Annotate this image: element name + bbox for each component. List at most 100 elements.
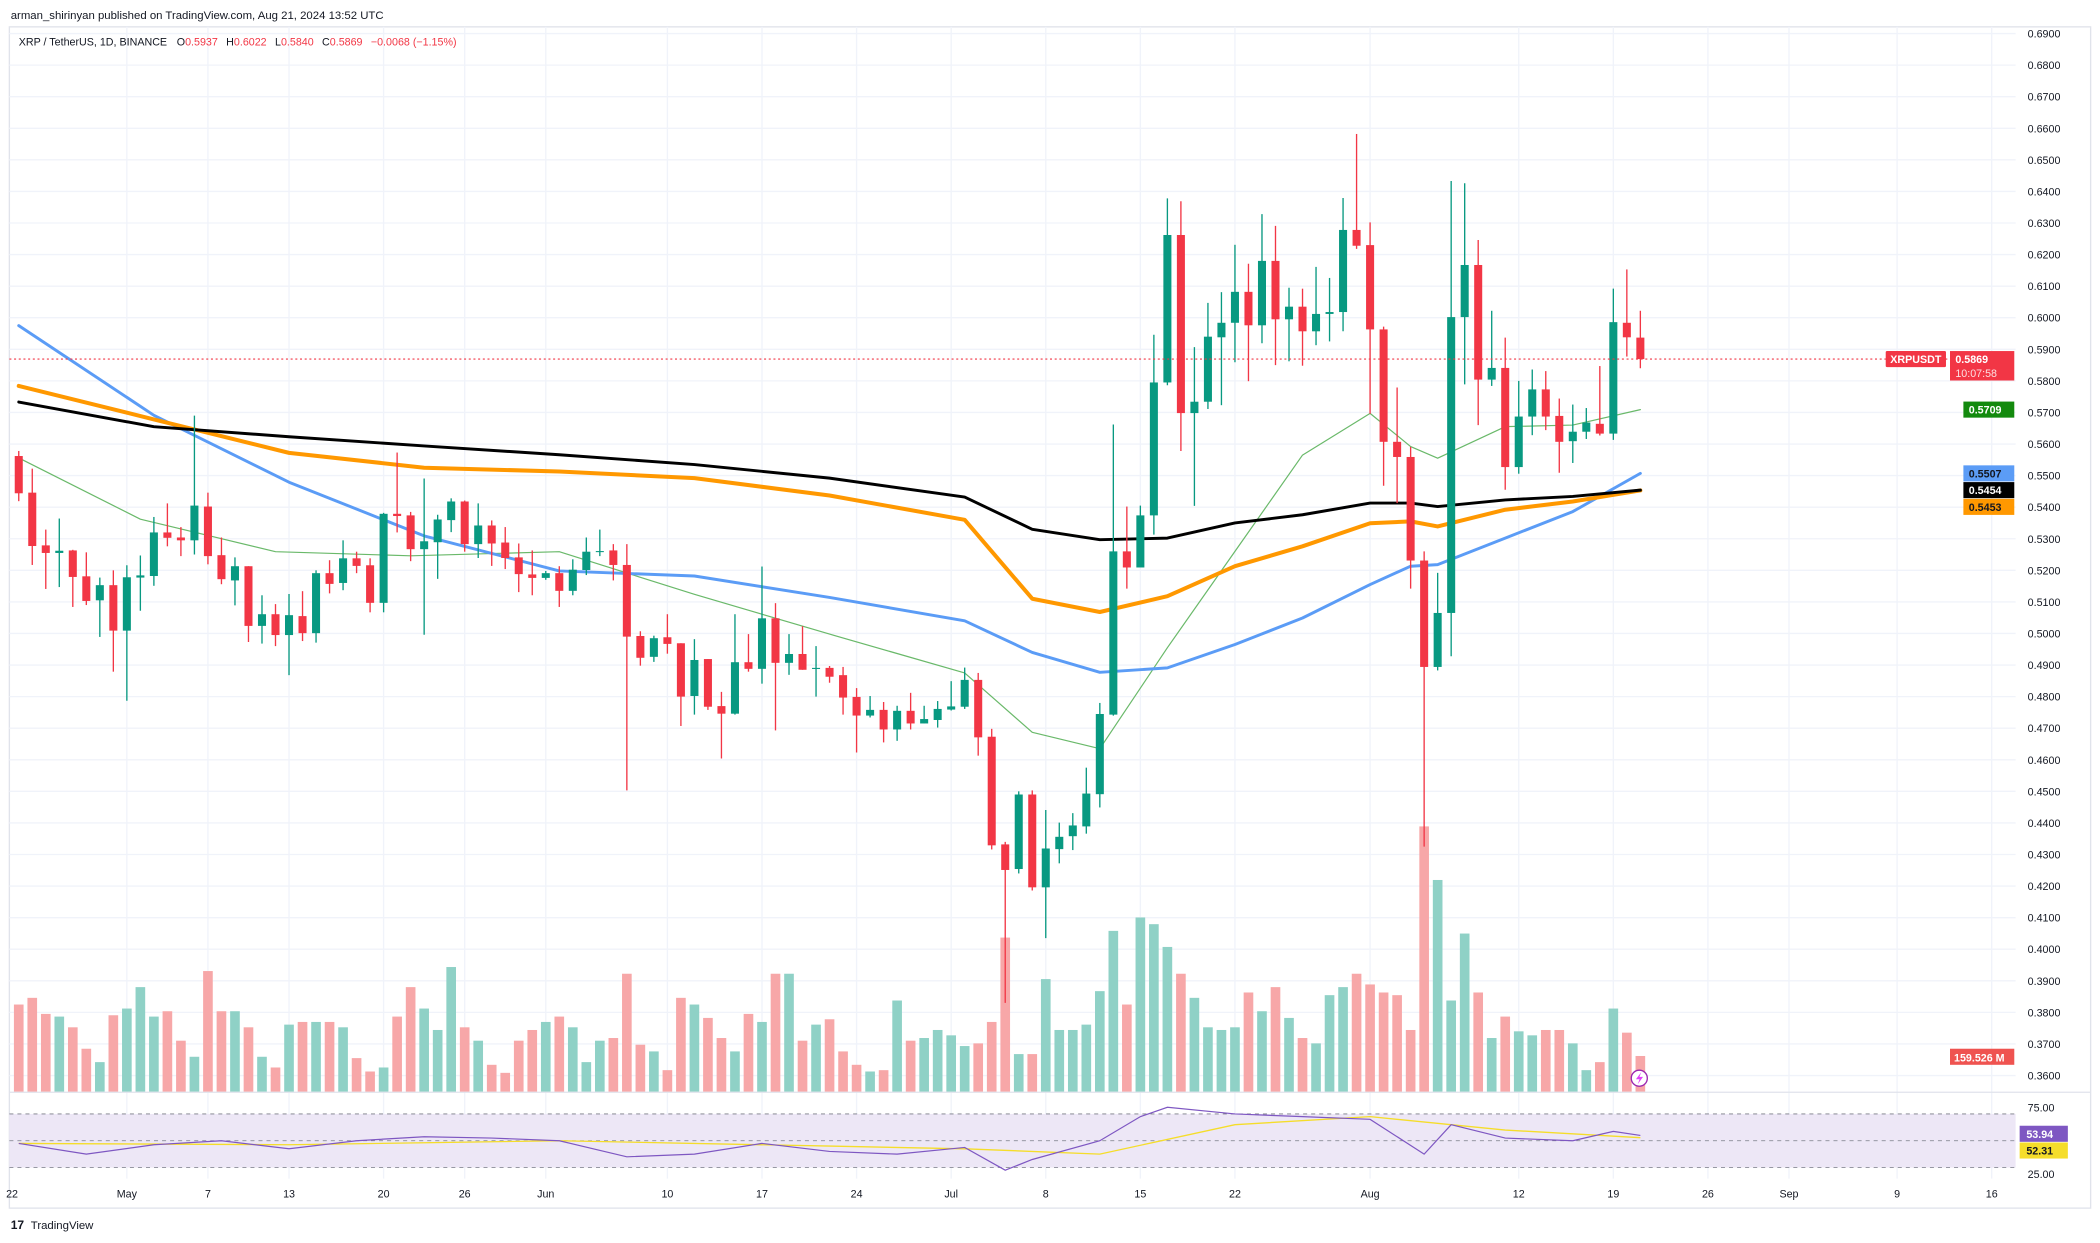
lightning-icon[interactable] [1630,1069,1648,1087]
chart-legend: XRP / TetherUS, 1D, BINANCE O0.5937 H0.6… [19,37,457,49]
candle-body [636,635,645,658]
candle-body [744,662,753,669]
volume-bar [851,1064,862,1092]
symbol-tag-text: XRPUSDT [1890,354,1942,366]
candle-body [82,576,91,601]
volume-bar [1189,997,1200,1092]
time-axis[interactable]: 22 May 7 13 20 26 Jun 10 17 24 Jul 8 15 22 Aug 12 19 26 Se… [6,1188,1998,1200]
volume-bar [1608,1008,1619,1092]
candle-body [784,653,794,663]
volume-bar [1500,1016,1511,1092]
volume-bar [1270,987,1281,1092]
candle-body [55,550,64,553]
volume-bar [1338,987,1348,1092]
volume-bar [1122,1004,1132,1092]
volume-bar [797,1040,808,1092]
volume-bar [338,1027,348,1092]
volume-bar [622,973,632,1092]
volume-bar [1176,973,1186,1092]
volume-bar [1622,1032,1632,1092]
volume-bar [1027,1054,1038,1092]
rsi-tag [2019,1125,2068,1142]
candle-body [1028,794,1037,888]
volume-bar [1000,937,1011,1092]
time-tick-label: May [117,1188,138,1200]
grid [9,26,2016,1179]
candle-body [460,501,469,545]
candle-body [920,719,929,724]
price-tick-label: 0.5800 [2028,376,2061,388]
candle-body [95,585,104,601]
ma-black-tag [1963,482,2015,499]
symbol-info[interactable]: XRP / TetherUS, 1D, BINANCE [19,37,167,49]
ma-black-tag-value: 0.5454 [1969,485,2002,497]
candle-body [501,542,510,559]
volume-bar [486,1064,497,1092]
candle-body [257,614,267,626]
candle-body [933,708,942,720]
candle-body [28,492,37,547]
price-tick-label: 0.3900 [2028,976,2061,988]
candle-body [1555,415,1564,442]
candle-body [1595,423,1604,434]
candle-body [1379,329,1388,442]
candle-body [1095,713,1104,795]
volume-bar [392,1016,402,1092]
high-value: 0.6022 [234,37,267,49]
candle-body [149,532,158,577]
published-by-text: arman_shirinyan published on TradingView… [11,10,384,22]
volume-bar [81,1048,92,1092]
price-tick-label: 0.6300 [2028,218,2061,230]
volume-bar [1446,1000,1456,1092]
volume-bar [324,1021,335,1092]
volume-bar [540,1021,551,1092]
candle-body [14,456,23,494]
axis-tags: XRPUSDT 0.5869 10:07:58 0.5709 0.5507 0.54… [1630,351,2068,1159]
time-tick-label: 24 [851,1188,863,1200]
candle-body [906,710,915,724]
time-tick-label: 7 [205,1188,211,1200]
volume-bar [365,1071,375,1092]
price-tick-label: 0.3800 [2028,1007,2061,1019]
price-tick-label: 0.4100 [2028,913,2061,925]
open-value: 0.5937 [185,37,218,49]
volume-bar [1081,1024,1092,1092]
candle-body [730,662,739,714]
candle-body [1514,416,1523,468]
price-axis[interactable]: 0.6900 0.6800 0.6700 0.6600 0.6500 0.6400 0.63… [2028,29,2061,1182]
time-tick-label: 13 [283,1188,295,1200]
price-tag [1950,351,2015,381]
volume-bar [446,967,456,1092]
volume-bar [1162,946,1173,1092]
candle-body [1352,229,1361,246]
volume-bar [108,1015,119,1092]
candle-body [1474,264,1483,380]
candle-body [1014,794,1023,870]
ma-blue-tag [1963,465,2015,482]
candle-body [676,643,685,697]
candle-body [609,550,618,565]
candle-body [703,659,712,707]
candle-body [1541,389,1550,417]
candle-body [1393,441,1402,457]
candle-body [717,706,726,714]
volume-bar [459,1027,470,1092]
chart-frame [8,26,2092,1209]
candle-body [433,519,442,543]
volume-bar [1432,879,1443,1092]
volume-bar [500,1072,511,1092]
volume-bar [1581,1070,1592,1092]
volume-bar [567,1027,578,1092]
candle-body [690,659,699,696]
volume-bar [932,1029,943,1092]
candle-body [176,537,185,541]
tradingview-logo[interactable]: 17 TradingView [11,1218,94,1232]
candle-body [190,505,199,541]
candle-body [298,616,307,634]
volume-bar [243,1027,254,1092]
volume-bar [662,1070,673,1092]
volume-bar [905,1040,916,1092]
ma-orange-tag-value: 0.5453 [1969,502,2002,514]
price-tick-label: 0.4000 [2028,944,2061,956]
